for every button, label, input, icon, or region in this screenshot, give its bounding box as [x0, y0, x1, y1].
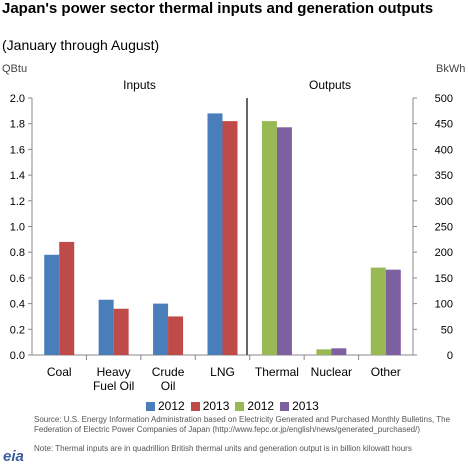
- right-tick-label: 400: [435, 144, 453, 156]
- chart-title: Japan's power sector thermal inputs and …: [2, 0, 434, 17]
- legend-item: 2013: [280, 399, 319, 413]
- bar: [98, 299, 114, 355]
- right-tick-label: 100: [435, 299, 453, 311]
- bar: [207, 113, 223, 355]
- legend-swatch: [146, 401, 155, 411]
- right-tick-label: 450: [435, 119, 453, 131]
- legend-swatch: [280, 401, 290, 411]
- legend-item: 2013: [190, 399, 230, 413]
- category-label: LNG: [210, 365, 235, 379]
- left-tick-label: 1.4: [10, 170, 25, 182]
- left-tick-label: 0.6: [10, 273, 25, 285]
- legend-label: 2012: [247, 399, 275, 413]
- right-tick-label: 300: [435, 196, 453, 208]
- left-tick-label: 1.8: [10, 119, 25, 131]
- left-tick-label: 2.0: [10, 93, 25, 105]
- category-label: Crude: [152, 365, 185, 379]
- right-tick-label: 0: [447, 350, 453, 362]
- left-tick-label: 1.0: [10, 222, 25, 234]
- bar: [316, 349, 332, 355]
- left-tick-label: 0.8: [10, 247, 25, 259]
- legend-item: 2012: [235, 399, 274, 413]
- bar: [153, 303, 169, 355]
- bar: [261, 121, 277, 355]
- left-tick-label: 1.6: [10, 144, 25, 156]
- right-tick-label: 200: [435, 247, 453, 259]
- legend-label: 2013: [202, 399, 230, 413]
- right-axis-unit: BkWh: [436, 63, 465, 75]
- chart-subtitle: (January through August): [2, 37, 160, 53]
- category-label: Fuel Oil: [93, 379, 134, 393]
- category-label: Nuclear: [311, 365, 352, 379]
- legend: 2012 2013 2012 2013: [146, 399, 319, 413]
- source-note: Source: U.S. Energy Information Administ…: [34, 415, 451, 434]
- category-label: Thermal: [255, 365, 299, 379]
- bar: [113, 308, 129, 355]
- bar: [385, 269, 401, 355]
- right-tick-label: 50: [441, 324, 453, 336]
- bar-chart: QBtu BkWh Inputs Outputs 0.0 0.2 0.4 0.6 0.8 1.0 1…: [2, 63, 465, 393]
- units-note: Note: Thermal inputs are in quadrillion …: [34, 444, 412, 453]
- legend-label: 2013: [292, 399, 319, 413]
- group-label-outputs: Outputs: [309, 78, 351, 92]
- category-label: Other: [371, 365, 401, 379]
- legend-item: 2012: [146, 399, 185, 413]
- right-tick-label: 250: [435, 222, 453, 234]
- right-tick-label: 350: [435, 170, 453, 182]
- left-tick-label: 0.0: [10, 350, 25, 362]
- bar: [331, 348, 347, 355]
- bar: [44, 254, 60, 355]
- eia-logo: eia: [3, 448, 24, 465]
- legend-swatch: [235, 401, 245, 411]
- left-tick-label: 0.2: [10, 324, 25, 336]
- legend-swatch: [190, 401, 200, 411]
- bar: [59, 241, 75, 355]
- bar: [222, 121, 238, 355]
- group-label-inputs: Inputs: [123, 78, 156, 92]
- legend-label: 2012: [158, 399, 185, 413]
- left-tick-label: 1.2: [10, 196, 25, 208]
- left-axis-unit: QBtu: [2, 63, 27, 75]
- bar: [370, 267, 386, 355]
- category-label: Heavy: [97, 365, 131, 379]
- right-tick-label: 500: [435, 93, 453, 105]
- bar: [276, 127, 292, 355]
- right-tick-label: 150: [435, 273, 453, 285]
- left-tick-label: 0.4: [10, 299, 25, 311]
- bar: [168, 316, 184, 355]
- category-label: Oil: [161, 379, 176, 393]
- category-label: Coal: [47, 365, 72, 379]
